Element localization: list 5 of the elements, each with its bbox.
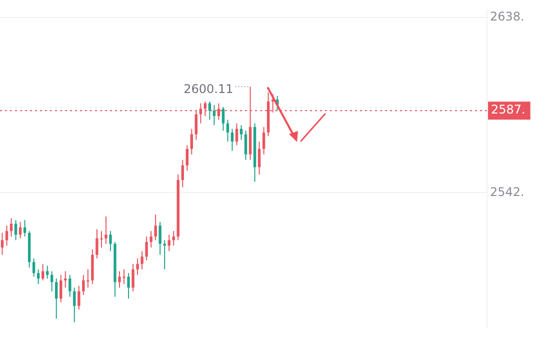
y-tick-label: 2542. bbox=[490, 184, 524, 199]
ref-line-label: 2587. bbox=[491, 102, 526, 117]
annotation: 2600.11 bbox=[184, 82, 234, 96]
y-tick-label: 2638. bbox=[490, 10, 524, 24]
candlestick bbox=[163, 240, 166, 270]
